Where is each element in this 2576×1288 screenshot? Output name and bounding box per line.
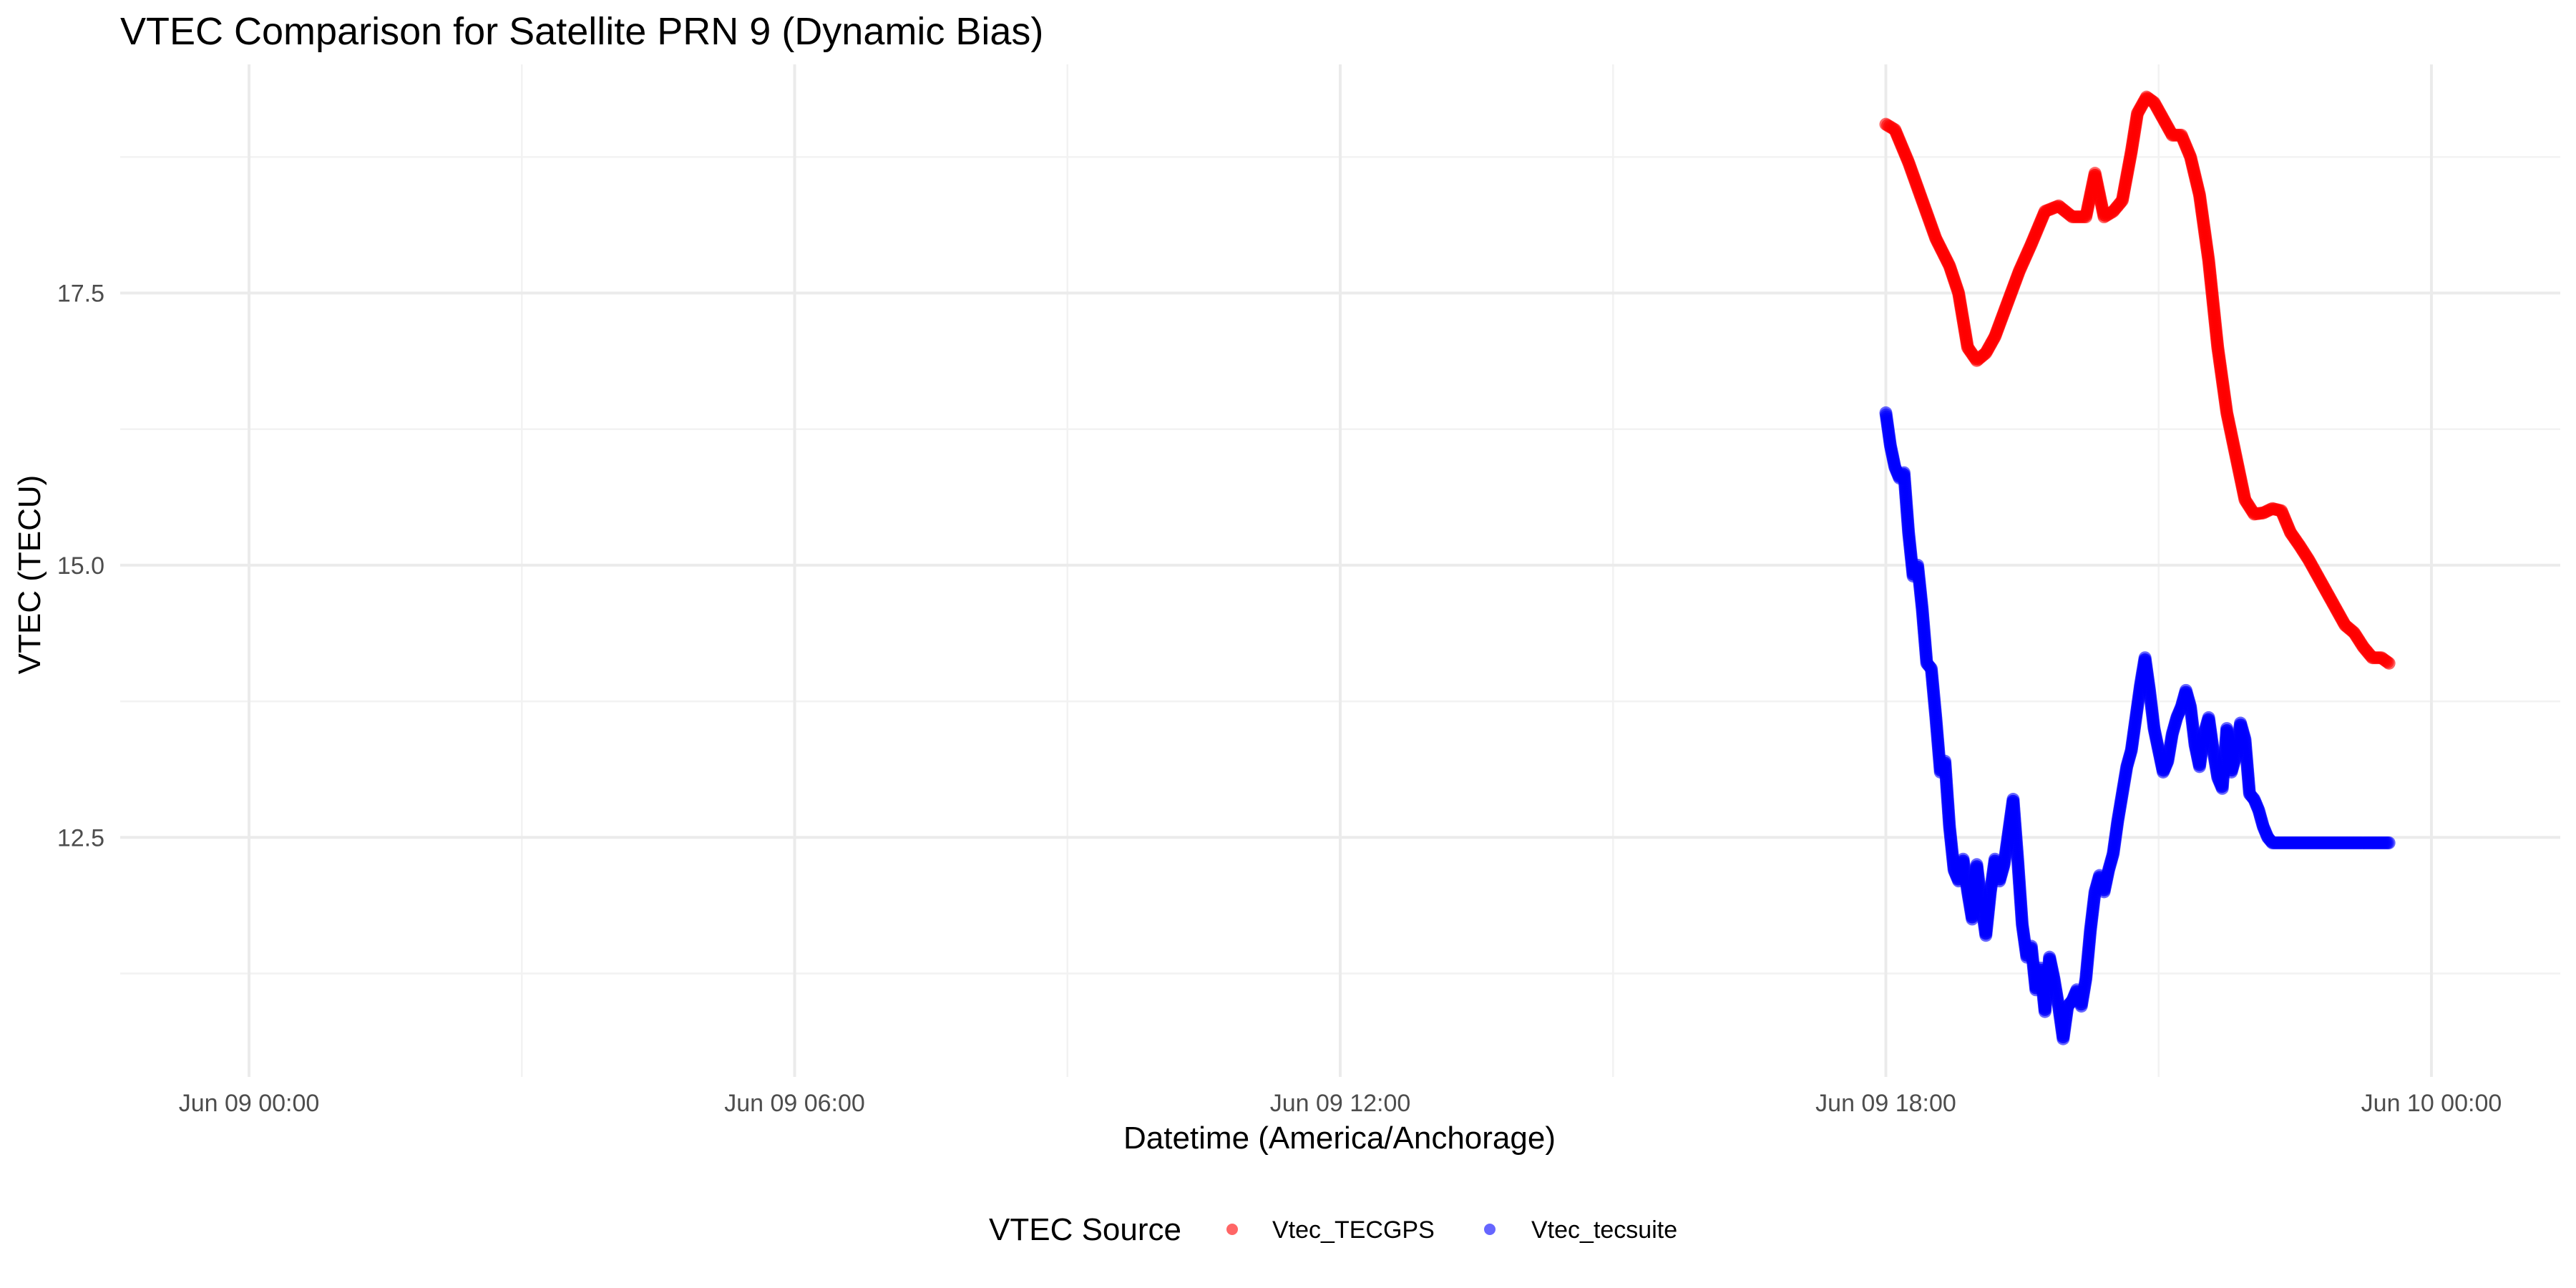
x-tick-label: Jun 10 00:00	[2361, 1090, 2502, 1117]
data-point	[2382, 656, 2396, 670]
legend-label-tecsuite: Vtec_tecsuite	[1531, 1216, 1677, 1244]
x-tick-label: Jun 09 18:00	[1815, 1090, 1956, 1117]
y-tick-label: 17.5	[57, 280, 104, 308]
series-Vtec_tecsuite	[1879, 406, 2396, 1045]
y-tick-label: 15.0	[57, 552, 104, 580]
x-axis-title: Datetime (America/Anchorage)	[1123, 1121, 1556, 1156]
chart-title: VTEC Comparison for Satellite PRN 9 (Dyn…	[120, 10, 1043, 53]
tick-labels: Jun 09 00:00 Jun 09 06:00 Jun 09 12:00 Jun …	[57, 280, 2502, 1117]
legend-label-tecgps: Vtec_TECGPS	[1272, 1216, 1435, 1244]
legend-key-tecgps	[1226, 1224, 1238, 1235]
legend-title: VTEC Source	[989, 1212, 1181, 1247]
x-tick-label: Jun 09 06:00	[724, 1090, 865, 1117]
x-tick-label: Jun 09 00:00	[179, 1090, 320, 1117]
y-tick-label: 12.5	[57, 824, 104, 852]
data-points	[1879, 90, 2396, 1045]
data-point	[2382, 836, 2396, 849]
legend: VTEC Source Vtec_TECGPS Vtec_tecsuite	[989, 1212, 1677, 1247]
grid	[120, 64, 2560, 1077]
legend-key-tecsuite	[1484, 1224, 1496, 1235]
series-Vtec_TECGPS	[1879, 90, 2396, 670]
x-tick-label: Jun 09 12:00	[1270, 1090, 1411, 1117]
y-axis-title: VTEC (TECU)	[12, 475, 47, 675]
